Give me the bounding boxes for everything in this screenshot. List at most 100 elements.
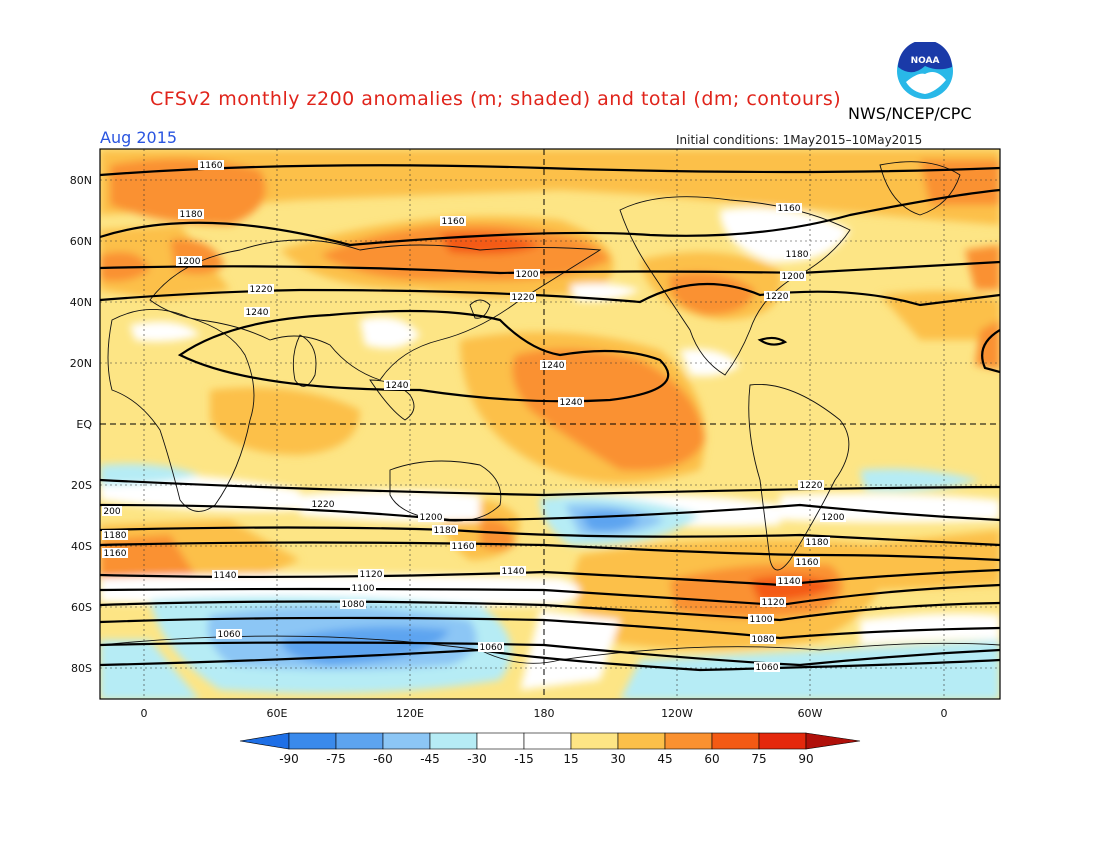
contour-label-1140-sa: 1140	[776, 576, 802, 587]
contour-label-1240-west: 1240	[384, 380, 410, 391]
contour-label-1060-south: 1060	[478, 642, 504, 653]
svg-text:1080: 1080	[342, 600, 365, 610]
legend-box-n15	[476, 732, 525, 750]
contour-label-1120-south: 1120	[358, 569, 384, 580]
svg-text:1180: 1180	[104, 531, 127, 541]
lat-label-eq: EQ	[76, 418, 92, 431]
australia-outline	[389, 460, 502, 522]
svg-text:1180: 1180	[806, 538, 829, 548]
svg-text:1060: 1060	[480, 643, 503, 653]
map-frame	[99, 148, 1001, 700]
legend-tick: -30	[467, 752, 487, 766]
contour-label-1080-sa: 1080	[750, 634, 776, 645]
legend-box-n45	[382, 732, 431, 750]
svg-text:1220: 1220	[800, 481, 823, 491]
svg-text:1220: 1220	[250, 285, 273, 295]
lon-label-120w: 120W	[661, 707, 693, 720]
svg-text:200: 200	[103, 507, 120, 517]
contour-label-1180-america: 1180	[784, 249, 810, 260]
legend-tick: 30	[610, 752, 625, 766]
lon-label-180: 180	[534, 707, 555, 720]
lat-label-80n: 80N	[70, 174, 92, 187]
contour-label-1220-sa: 1220	[798, 480, 824, 491]
svg-text:1200: 1200	[178, 257, 201, 267]
svg-text:1140: 1140	[778, 577, 801, 587]
contour-label-1220-pacific: 1220	[510, 292, 536, 303]
contour-label-1200-south: 1200	[418, 512, 444, 523]
legend-tick-labels: -90 -75 -60 -45 -30 -15 15 30 45 60 75 9…	[279, 752, 813, 766]
contour-label-1200-sa: 1200	[820, 512, 846, 523]
reference-lines	[100, 149, 1000, 699]
lon-label-120e: 120E	[396, 707, 424, 720]
svg-text:1240: 1240	[386, 381, 409, 391]
legend-tick: 60	[704, 752, 719, 766]
svg-text:1180: 1180	[180, 210, 203, 220]
contour-label-1180-sa: 1180	[804, 537, 830, 548]
svg-text:1160: 1160	[452, 542, 475, 552]
contour-label-1180-west: 1180	[102, 530, 128, 541]
svg-text:1160: 1160	[442, 217, 465, 227]
svg-text:1160: 1160	[796, 558, 819, 568]
legend-tick: 75	[751, 752, 766, 766]
contour-label-1240-south: 1240	[558, 397, 584, 408]
contour-label-1220-america: 1220	[764, 291, 790, 302]
legend-tick: -45	[420, 752, 440, 766]
contour-label-1120-sa: 1120	[760, 597, 786, 608]
legend-box-n75	[288, 732, 337, 750]
initial-conditions-label: Initial conditions: 1May2015–10May2015	[676, 133, 923, 147]
contour-label-1220-south: 1220	[310, 499, 336, 510]
contour-label-1100-south: 1100	[350, 583, 376, 594]
lat-label-60s: 60S	[71, 601, 92, 614]
lat-label-60n: 60N	[70, 235, 92, 248]
legend-box-p15	[570, 732, 619, 750]
contour-label-1140-pacific: 1140	[500, 566, 526, 577]
svg-text:1240: 1240	[246, 308, 269, 318]
contour-lines	[100, 164, 1000, 672]
contour-label-1180-south: 1180	[432, 525, 458, 536]
contour-label-1200-america: 1200	[780, 271, 806, 282]
legend-box-p45	[664, 732, 713, 750]
contour-label-1160-west: 1160	[102, 548, 128, 559]
legend-tick: 45	[657, 752, 672, 766]
svg-text:1080: 1080	[752, 635, 775, 645]
contour-label-1160-pacific: 1160	[440, 216, 466, 227]
svg-text:1120: 1120	[360, 570, 383, 580]
contour-label-1160-sa: 1160	[794, 557, 820, 568]
svg-text:1140: 1140	[214, 571, 237, 581]
contour-label-1160-south: 1160	[450, 541, 476, 552]
legend-tick: -75	[326, 752, 346, 766]
contour-label-1080-south: 1080	[340, 599, 366, 610]
legend-tick: 15	[563, 752, 578, 766]
svg-text:1240: 1240	[542, 361, 565, 371]
svg-text:1240: 1240	[560, 398, 583, 408]
agency-label: NWS/NCEP/CPC	[848, 104, 972, 123]
svg-text:1140: 1140	[502, 567, 525, 577]
contour-label-1160-north: 1160	[198, 160, 224, 171]
svg-text:1220: 1220	[766, 292, 789, 302]
south-america-outline	[748, 384, 850, 571]
legend-tick: 90	[798, 752, 813, 766]
legend-box-n30	[429, 732, 478, 750]
legend-tick: -15	[514, 752, 534, 766]
lon-label-0-west: 0	[141, 707, 148, 720]
contour-label-1200-pacific: 1200	[514, 269, 540, 280]
svg-text:1160: 1160	[778, 204, 801, 214]
legend-box-p60	[711, 732, 760, 750]
svg-text:1160: 1160	[200, 161, 223, 171]
svg-text:1220: 1220	[512, 293, 535, 303]
svg-text:1200: 1200	[420, 513, 443, 523]
month-label: Aug 2015	[100, 128, 178, 147]
contour-label-1100-sa: 1100	[748, 614, 774, 625]
contour-label-1060-west: 1060	[216, 629, 242, 640]
lon-label-60w: 60W	[798, 707, 823, 720]
contour-label-1060-sa: 1060	[754, 662, 780, 673]
legend-box-p30	[617, 732, 666, 750]
noaa-logo: NOAA	[897, 42, 953, 99]
svg-text:1120: 1120	[762, 598, 785, 608]
contour-label-1240-east: 1240	[540, 360, 566, 371]
contour-label-1160-america: 1160	[776, 203, 802, 214]
lon-label-60e: 60E	[267, 707, 288, 720]
svg-text:1060: 1060	[756, 663, 779, 673]
legend-box-n60	[335, 732, 384, 750]
contour-label-1240-north: 1240	[244, 307, 270, 318]
